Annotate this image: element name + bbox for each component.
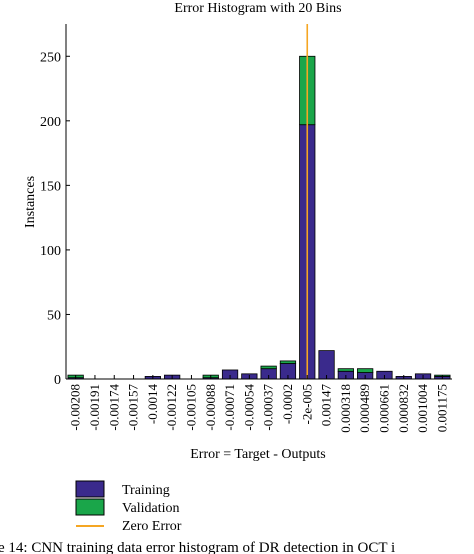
y-tick-label: 50 xyxy=(47,308,61,323)
legend-label-zero-error: Zero Error xyxy=(122,519,182,534)
x-tick-label: -0.00037 xyxy=(261,384,276,431)
x-tick-label: -0.00088 xyxy=(203,384,218,431)
y-tick-label: 250 xyxy=(40,50,61,65)
x-tick-label: -0.00157 xyxy=(126,384,141,431)
y-tick-label: 200 xyxy=(40,115,61,130)
bar-validation xyxy=(337,368,354,372)
y-axis-label: Instances xyxy=(23,176,38,228)
y-tick-label: 0 xyxy=(54,373,61,388)
x-tick-label: 0.000661 xyxy=(376,384,391,433)
x-tick-label: -0.00122 xyxy=(164,384,179,431)
chart-title: Error Histogram with 20 Bins xyxy=(174,1,341,16)
x-tick-label: -2e-005 xyxy=(299,384,314,424)
x-tick-label: -0.00191 xyxy=(87,384,102,431)
x-tick-label: 0.000489 xyxy=(357,384,372,433)
bars-layer xyxy=(67,55,451,380)
x-tick-label: 0.000832 xyxy=(396,384,411,433)
caption-fragment: e 14: CNN training data error histogram … xyxy=(0,540,395,554)
legend-swatch-training xyxy=(75,480,105,498)
x-tick-label: -0.00071 xyxy=(222,384,237,431)
legend-swatch-validation xyxy=(75,498,105,516)
x-tick-label: -0.00054 xyxy=(241,384,256,431)
y-tick-labels: 0 50 100 150 200 250 xyxy=(40,50,61,388)
x-tick-label: 0.001175 xyxy=(434,384,449,432)
x-tick-labels: -0.00208 -0.00191 -0.00174 -0.00157 -0.0014-… xyxy=(68,384,450,433)
axes-layer xyxy=(65,24,452,380)
legend-label-validation: Validation xyxy=(122,501,180,516)
x-tick-label: -0.0014 xyxy=(145,384,160,425)
x-tick-label: -0.00208 xyxy=(68,384,83,431)
x-tick-label: 0.001004 xyxy=(415,384,430,433)
x-tick-label: -0.00105 xyxy=(183,384,198,431)
x-tick-label: -0.00174 xyxy=(106,384,121,431)
x-tick-label: 0.00147 xyxy=(319,384,334,427)
legend-label-training: Training xyxy=(122,483,170,498)
y-tick-label: 150 xyxy=(40,179,61,194)
bar-validation xyxy=(357,368,374,373)
y-tick-label: 100 xyxy=(40,244,61,259)
x-tick-label: 0.000318 xyxy=(338,384,353,433)
bar-training xyxy=(318,350,335,380)
bar-validation xyxy=(279,360,297,364)
x-tick-label: -0.0002 xyxy=(280,384,295,424)
legend: Training Validation Zero Error xyxy=(75,480,182,534)
bar-validation xyxy=(260,365,277,370)
x-axis-label: Error = Target - Outputs xyxy=(190,447,325,462)
